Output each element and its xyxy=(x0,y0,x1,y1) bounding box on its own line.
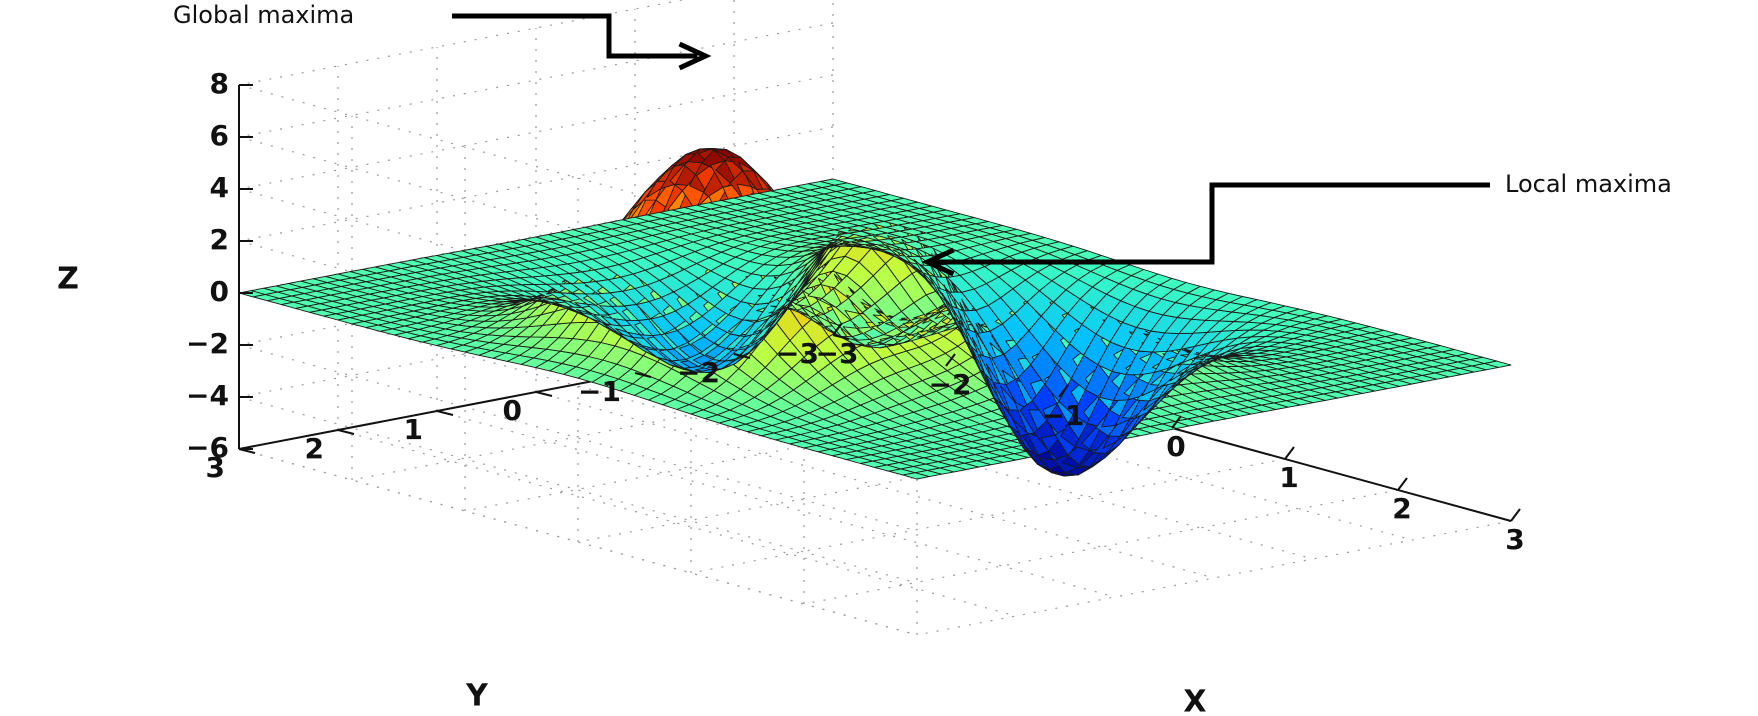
x-tick-label: 2 xyxy=(1392,492,1411,525)
y-axis-label: Y xyxy=(465,679,489,714)
arrowhead-global-maxima xyxy=(678,41,712,71)
z-tick-label: 8 xyxy=(210,67,229,100)
z-tick-label: 0 xyxy=(210,275,229,308)
x-tick-mark xyxy=(1397,477,1408,491)
z-tick-label: −2 xyxy=(186,327,229,360)
x-tick-label: 3 xyxy=(1505,523,1524,556)
y-tick-label: 3 xyxy=(206,451,225,484)
y-tick-label: −3 xyxy=(776,337,819,370)
y-tick-label: 1 xyxy=(404,413,423,446)
x-tick-label: −3 xyxy=(816,337,859,370)
annotation-local-maxima: Local maxima xyxy=(1505,170,1672,198)
y-tick-mark xyxy=(832,334,850,340)
z-tick-label: 4 xyxy=(210,171,229,204)
y-tick-mark xyxy=(733,353,751,359)
x-tick-mark xyxy=(1171,415,1182,429)
y-tick-label: −2 xyxy=(677,356,720,389)
grid-line xyxy=(238,22,834,138)
x-tick-mark xyxy=(945,353,956,367)
x-tick-mark xyxy=(1284,446,1295,460)
z-axis-label: Z xyxy=(57,262,79,297)
annotations: Global maxima Local maxima xyxy=(173,1,1672,277)
z-tick-label: 2 xyxy=(210,223,229,256)
grid-line xyxy=(916,520,1512,636)
x-tick-label: 0 xyxy=(1166,430,1185,463)
x-axis-label: X xyxy=(1183,685,1206,716)
x-tick-mark xyxy=(1058,384,1069,398)
grid-line xyxy=(690,458,1286,574)
x-tick-label: −2 xyxy=(929,368,972,401)
grid-line xyxy=(238,126,834,242)
y-tick-mark xyxy=(634,372,652,378)
z-tick-label: 6 xyxy=(210,119,229,152)
surface-mesh xyxy=(238,147,1512,480)
x-tick-mark xyxy=(1510,508,1521,522)
surface-patch xyxy=(1484,360,1512,368)
arrow-global-maxima xyxy=(452,13,698,59)
x-tick-label: 1 xyxy=(1279,461,1298,494)
z-tick-label: −4 xyxy=(186,379,229,412)
annotation-global-maxima: Global maxima xyxy=(173,1,354,29)
y-tick-label: 0 xyxy=(503,394,522,427)
y-tick-mark xyxy=(535,391,553,397)
y-tick-label: −1 xyxy=(578,375,621,408)
arrow-local-maxima xyxy=(927,182,1490,265)
grid-line xyxy=(803,489,1399,605)
x-tick-mark xyxy=(832,322,843,336)
y-tick-label: 2 xyxy=(305,432,324,465)
y-tick-mark xyxy=(436,410,454,416)
grid-line xyxy=(238,74,834,190)
y-tick-mark xyxy=(337,429,355,435)
arrowhead-local-maxima xyxy=(921,247,955,277)
z-tick-label: −6 xyxy=(186,431,229,464)
x-tick-label: −1 xyxy=(1042,399,1085,432)
